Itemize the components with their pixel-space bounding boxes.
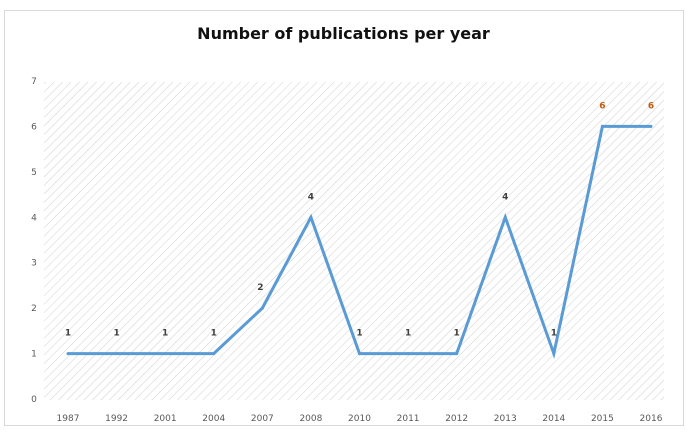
data-label: 1 xyxy=(454,329,460,339)
y-tick-label: 2 xyxy=(31,304,37,314)
x-tick-label: 2011 xyxy=(397,414,420,424)
x-tick-label: 2008 xyxy=(299,414,322,424)
x-tick-label: 1987 xyxy=(57,414,80,424)
data-point xyxy=(212,352,216,356)
x-tick-label: 2015 xyxy=(591,414,614,424)
data-point xyxy=(552,352,556,356)
x-tick-label: 2014 xyxy=(542,414,565,424)
data-label: 6 xyxy=(648,101,654,111)
data-label-layer: 1 1 1 1 2 4 1 1 1 4 1 6 6 xyxy=(65,101,654,338)
data-point xyxy=(649,124,653,128)
data-label: 1 xyxy=(65,329,71,339)
y-tick-label: 4 xyxy=(31,213,37,223)
x-tick-label: 2010 xyxy=(348,414,371,424)
data-label: 1 xyxy=(405,329,411,339)
data-point xyxy=(455,352,459,356)
data-label: 2 xyxy=(257,283,263,293)
y-tick-label: 7 xyxy=(31,77,37,87)
data-point xyxy=(66,352,70,356)
data-label: 1 xyxy=(551,329,557,339)
data-point xyxy=(260,306,264,310)
y-tick-label: 3 xyxy=(31,259,37,269)
x-tick-label: 2016 xyxy=(640,414,663,424)
x-tick-label: 2007 xyxy=(251,414,274,424)
data-point xyxy=(358,352,361,356)
data-label: 4 xyxy=(502,192,508,202)
data-point xyxy=(309,215,313,219)
y-tick-label: 1 xyxy=(31,350,37,360)
data-label: 6 xyxy=(599,101,605,111)
data-point xyxy=(115,352,119,356)
x-axis: 1987 1992 2001 2004 2007 2008 2010 2011 2012 2013… xyxy=(57,414,663,424)
data-label: 4 xyxy=(308,192,314,202)
y-tick-label: 5 xyxy=(31,168,37,178)
x-tick-label: 2013 xyxy=(494,414,517,424)
chart-title: Number of publications per year xyxy=(197,24,490,43)
data-label: 1 xyxy=(113,329,119,339)
y-axis: 0 1 2 3 4 5 6 7 xyxy=(31,77,37,405)
data-point xyxy=(163,352,167,356)
y-tick-label: 0 xyxy=(31,395,37,405)
plot-area xyxy=(44,82,664,400)
x-tick-label: 1992 xyxy=(105,414,128,424)
data-point xyxy=(503,215,507,219)
data-label: 1 xyxy=(211,329,217,339)
series-layer xyxy=(66,124,653,360)
y-tick-label: 6 xyxy=(31,122,37,132)
data-label: 1 xyxy=(356,329,362,339)
x-tick-label: 2004 xyxy=(202,414,225,424)
data-label: 1 xyxy=(162,329,168,339)
data-point xyxy=(406,352,410,356)
x-tick-label: 2001 xyxy=(154,414,177,424)
x-tick-label: 2012 xyxy=(445,414,468,424)
data-point xyxy=(600,124,604,128)
